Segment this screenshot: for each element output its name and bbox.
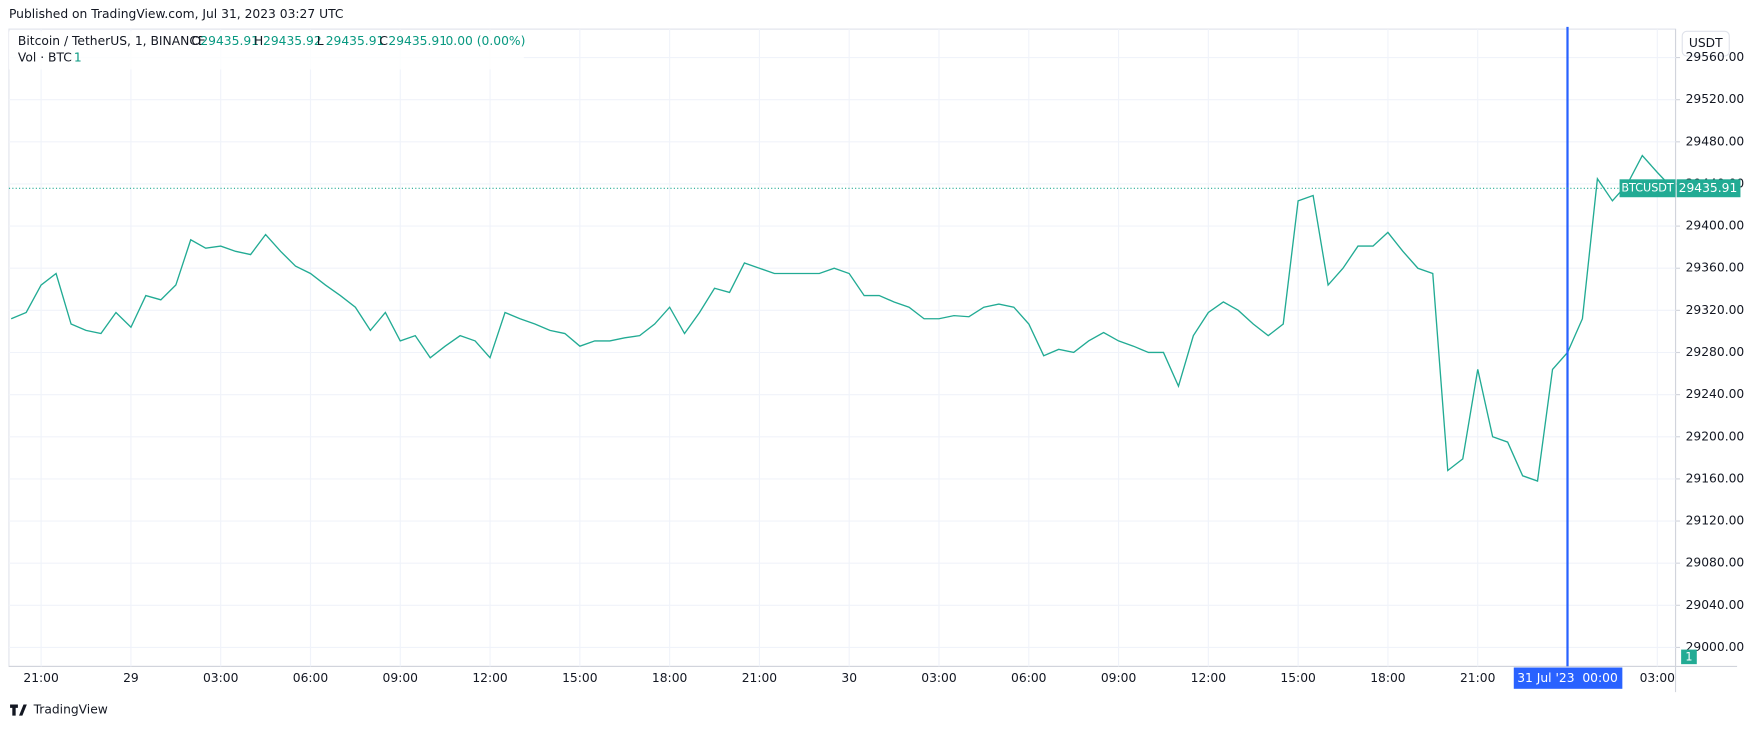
last-price-label: 29435.91 (1679, 181, 1738, 195)
ohlc-key: H (254, 34, 263, 48)
y-tick-label: 29560.00 (1686, 50, 1745, 64)
x-tick-label: 30 (841, 671, 857, 685)
ohlc-key: L (317, 34, 324, 48)
x-tick-label: 21:00 (742, 671, 777, 685)
y-tick-label: 29160.00 (1686, 471, 1745, 485)
price-line (10, 154, 1673, 482)
x-tick-label: 15:00 (562, 671, 597, 685)
x-tick-label: 09:00 (1101, 671, 1136, 685)
x-tick-label: 12:00 (1191, 671, 1226, 685)
y-tick-label: 29000.00 (1686, 640, 1745, 654)
x-tick-label: 21:00 (1460, 671, 1495, 685)
y-tick-label: 29120.00 (1686, 514, 1745, 528)
x-tick-label: 06:00 (1011, 671, 1046, 685)
x-tick-label: 21:00 (23, 671, 58, 685)
ohlc-value: 29435.92 (263, 34, 322, 48)
logo (10, 704, 27, 716)
marks (10, 154, 1673, 482)
y-tick-label: 29040.00 (1686, 598, 1745, 612)
x-tick-label: 29 (123, 671, 139, 685)
y-tick-label: 29520.00 (1686, 92, 1745, 106)
x-tick-label: 18:00 (1370, 671, 1405, 685)
x-tick-label: 03:00 (203, 671, 238, 685)
x-tick-label: 15:00 (1280, 671, 1315, 685)
y-tick-label: 29240.00 (1686, 387, 1745, 401)
symbol-label-bg (1619, 179, 1676, 198)
last-price-bg (1676, 179, 1741, 198)
y-tick-label: 29400.00 (1686, 219, 1745, 233)
x-tick-label: 31 Jul '23 00:00 (1517, 671, 1618, 685)
y-tick-label: 29200.00 (1686, 429, 1745, 443)
x-tick-label: 18:00 (652, 671, 687, 685)
currency[interactable]: USDT (1689, 36, 1723, 50)
chart-title: Bitcoin / TetherUS, 1, BINANCE (18, 34, 206, 48)
y-tick-label: 29480.00 (1686, 134, 1745, 148)
ohlc-key: C (379, 34, 388, 48)
x-tick-label: 03:00 (1640, 671, 1675, 685)
currency-button[interactable] (1681, 30, 1730, 57)
brand: TradingView (33, 703, 108, 717)
volume-badge-bg (1681, 649, 1697, 665)
published: Published on TradingView.com, Jul 31, 20… (9, 7, 344, 21)
volume-value: 1 (74, 51, 82, 65)
volume-badge: 1 (1685, 650, 1692, 663)
x-tick-label: 06:00 (293, 671, 328, 685)
x-tick-label: 12:00 (472, 671, 507, 685)
grid (8, 29, 1676, 667)
ohlc-value: 29435.91 (326, 34, 385, 48)
y-tick-label: 29360.00 (1686, 261, 1745, 275)
x-tick-label: 09:00 (383, 671, 418, 685)
volume-label: Vol · BTC (18, 51, 72, 65)
ohlc-key: O (191, 34, 201, 48)
change: 0.00 (0.00%) (445, 34, 525, 48)
y-tick-label: 29280.00 (1686, 345, 1745, 359)
ohlc-value: 29435.91 (200, 34, 259, 48)
ohlc-value: 29435.91 (388, 34, 447, 48)
y-tick-label: 29320.00 (1686, 303, 1745, 317)
plot-frame (8, 28, 1677, 667)
x-tick-label: 03:00 (921, 671, 956, 685)
crosshair-label-bg (1513, 667, 1623, 689)
symbol-label: BTCUSDT (1621, 181, 1674, 194)
y-tick-label: 29080.00 (1686, 556, 1745, 570)
legend-bg (8, 31, 524, 70)
